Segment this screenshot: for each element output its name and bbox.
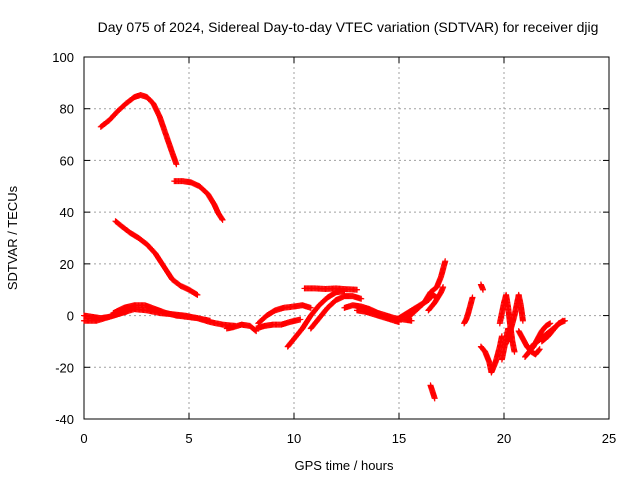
series-arc-18 xyxy=(427,382,438,402)
series-arc-8 xyxy=(253,316,304,332)
data-point xyxy=(123,308,129,315)
x-tick-label: 25 xyxy=(602,431,616,446)
series-arc-19 xyxy=(461,294,476,327)
y-tick-label: -20 xyxy=(55,360,74,375)
data-point xyxy=(173,161,180,168)
data-point xyxy=(307,304,314,311)
data-point xyxy=(469,294,476,301)
series-arc-10 xyxy=(284,288,348,350)
series-arc-9 xyxy=(255,302,314,327)
data-point xyxy=(358,295,365,302)
series-arc-21 xyxy=(477,333,505,376)
x-tick-label: 5 xyxy=(185,431,192,446)
x-tick-label: 10 xyxy=(287,431,301,446)
series-arc-20 xyxy=(477,281,486,293)
y-tick-label: 40 xyxy=(60,205,74,220)
x-tick-label: 20 xyxy=(497,431,511,446)
series-arc-16 xyxy=(404,258,449,322)
data-point xyxy=(536,346,543,353)
data-point xyxy=(519,317,526,324)
series-arc-5 xyxy=(110,302,239,329)
data-point xyxy=(561,317,568,324)
series-arc-17 xyxy=(425,284,447,314)
y-tick-label: 0 xyxy=(67,309,74,324)
y-tick-label: -40 xyxy=(55,412,74,427)
ticks: 0 5 10 15 20 25 -40 -20 0 20 40 60 80 100 xyxy=(52,50,616,446)
series-arc-2 xyxy=(171,178,226,223)
data-point xyxy=(511,348,518,355)
y-tick-label: 100 xyxy=(52,50,74,65)
x-axis-label: GPS time / hours xyxy=(295,458,394,473)
data-point xyxy=(219,216,226,223)
series-arc-3 xyxy=(112,218,201,298)
series-arc-24 xyxy=(505,291,526,345)
series-arc-12 xyxy=(301,285,360,293)
series-arc-1 xyxy=(97,92,180,168)
data-point xyxy=(431,395,438,402)
series-arc-11 xyxy=(307,293,365,332)
grid xyxy=(84,57,609,419)
data-point xyxy=(354,286,360,293)
data-point xyxy=(547,320,554,327)
y-axis-label: SDTVAR / TECUs xyxy=(5,185,20,290)
y-tick-label: 80 xyxy=(60,102,74,117)
y-tick-label: 20 xyxy=(60,257,74,272)
data-point xyxy=(480,286,486,293)
data-point xyxy=(442,258,449,265)
x-tick-label: 15 xyxy=(392,431,406,446)
series-arc-28 xyxy=(538,317,568,345)
data-point xyxy=(408,317,415,324)
series-arc-6 xyxy=(81,308,129,322)
data-point xyxy=(536,347,542,354)
plot-frame xyxy=(83,56,610,420)
x-tick-label: 0 xyxy=(80,431,87,446)
chart-title: Day 075 of 2024, Sidereal Day-to-day VTE… xyxy=(98,19,599,35)
data-point xyxy=(194,291,201,298)
data-point xyxy=(297,316,304,323)
data-points xyxy=(81,92,568,402)
y-tick-label: 60 xyxy=(60,153,74,168)
data-point xyxy=(440,284,447,291)
